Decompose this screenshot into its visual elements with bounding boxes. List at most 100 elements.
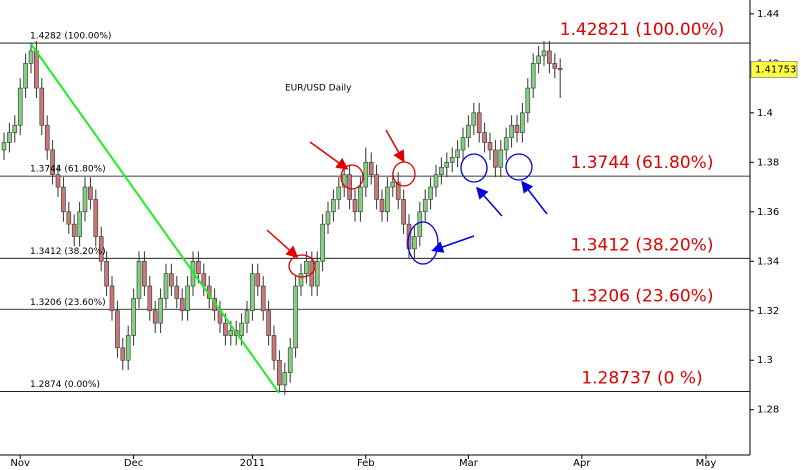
candle-body	[557, 67, 563, 70]
candle-body	[487, 142, 493, 151]
candle-body	[282, 372, 288, 386]
candle-body	[125, 335, 131, 361]
candle-body	[304, 260, 309, 274]
candle-body	[476, 112, 482, 133]
candle-body	[147, 285, 153, 312]
candle-body	[142, 260, 147, 287]
candle-body	[520, 112, 525, 133]
candle-body	[358, 186, 363, 213]
arrow	[476, 186, 503, 217]
candle-body	[509, 124, 514, 138]
candle-body	[449, 157, 455, 163]
arrow	[385, 129, 405, 163]
fib-annotation: 1.3206 (23.60%)	[571, 286, 714, 306]
candle-body	[39, 87, 45, 126]
candle-body	[390, 181, 396, 188]
candle-body	[55, 174, 61, 188]
candle-body	[260, 285, 266, 312]
candle-body	[444, 162, 450, 168]
trend-line	[30, 43, 280, 394]
fib-annotation: 1.3412 (38.20%)	[571, 235, 714, 255]
candle-body	[169, 273, 174, 287]
candle-body	[131, 298, 136, 336]
candle-body	[158, 298, 163, 324]
candle-body	[239, 322, 244, 336]
circle	[505, 153, 533, 181]
candle-body	[228, 330, 234, 336]
fib-label: 1.4282 (100.00%)	[30, 32, 111, 42]
circle	[340, 164, 364, 190]
blue-arrows	[431, 180, 548, 253]
y-tick-label: 1.3	[757, 355, 773, 366]
circle	[288, 254, 316, 278]
candle-body	[541, 50, 547, 57]
candle-body	[401, 199, 406, 225]
candle-body	[1, 142, 7, 151]
candle-body	[115, 310, 120, 349]
red-circles	[288, 161, 416, 278]
candle-body	[136, 260, 142, 299]
candle-body	[395, 181, 401, 200]
candle-body	[422, 199, 428, 213]
candle-body	[98, 236, 104, 262]
x-tick-label: 2011	[240, 458, 265, 469]
candle-body	[298, 273, 304, 287]
candle-body	[23, 63, 28, 89]
candle-body	[374, 174, 379, 200]
candle-body	[460, 137, 466, 151]
candle-body	[277, 359, 282, 386]
y-tick-label: 1.36	[757, 207, 779, 218]
candle-body	[77, 211, 82, 237]
candle-body	[552, 63, 558, 69]
candle-body	[498, 149, 504, 168]
candle-body	[455, 149, 460, 158]
candle-body	[385, 186, 390, 213]
candle-body	[71, 223, 77, 237]
last-price-tag	[750, 60, 798, 78]
fib-annotation: 1.28737 (0 %)	[581, 368, 702, 388]
candle-body	[120, 347, 126, 361]
fib-annotation: 1.42821 (100.00%)	[560, 20, 725, 40]
candle-body	[34, 50, 39, 89]
candle-body	[109, 285, 115, 312]
candle-body	[266, 310, 271, 336]
candle-body	[314, 260, 320, 287]
fib-label: 1.2874 (0.00%)	[30, 380, 100, 390]
candle-body	[271, 335, 277, 361]
candle-body	[44, 124, 50, 151]
candle-body	[255, 273, 261, 287]
candle-body	[331, 199, 336, 213]
candle-body	[223, 322, 228, 336]
y-tick-label: 1.4	[757, 108, 773, 119]
candle-body	[61, 186, 66, 213]
candle-body	[93, 199, 99, 237]
fib-label: 1.3744 (61.80%)	[30, 165, 106, 175]
candle-body	[82, 186, 88, 213]
candle-body	[352, 199, 358, 213]
candle-body	[417, 211, 423, 237]
red-arrows	[266, 129, 405, 259]
last-price-label: 1.41753	[755, 64, 796, 75]
y-tick-label: 1.32	[757, 306, 779, 317]
x-tick-label: Apr	[573, 458, 591, 469]
candle-body	[50, 149, 55, 175]
arrow	[521, 180, 548, 215]
candle-body	[66, 211, 72, 225]
candle-body	[482, 132, 487, 143]
candle-body	[152, 310, 158, 324]
chart-title: EUR/USD Daily	[285, 84, 352, 94]
candle-body	[363, 162, 369, 188]
candle-body	[379, 199, 385, 213]
candle-body	[174, 285, 180, 299]
candle-body	[412, 236, 417, 250]
candle-body	[336, 186, 342, 200]
candle-body	[293, 285, 298, 349]
candle-body	[28, 50, 34, 64]
candle-body	[503, 137, 509, 151]
arrow	[309, 141, 349, 170]
candle-body	[530, 63, 536, 89]
candle-body	[325, 211, 331, 225]
fib-label: 1.3412 (38.20%)	[30, 247, 106, 257]
candle-body	[439, 166, 444, 175]
candle-body	[547, 50, 552, 64]
